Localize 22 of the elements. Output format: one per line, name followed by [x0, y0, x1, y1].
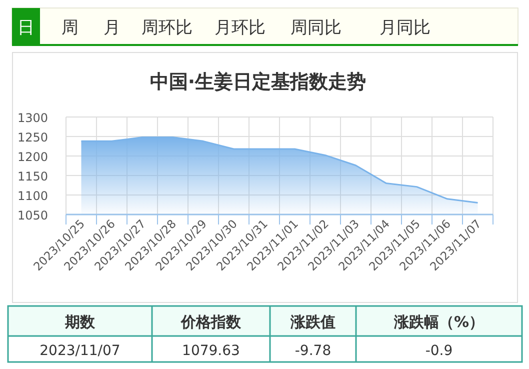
text: -0.9 [425, 343, 453, 359]
text: 涨跌值 [290, 313, 336, 331]
text: 1079.63 [182, 343, 240, 359]
text: -9.78 [294, 343, 332, 359]
y-tick-label: 1150 [17, 170, 48, 184]
y-tick-label: 1250 [17, 130, 48, 144]
text: 月环比 [214, 18, 266, 38]
text: 周 [62, 18, 78, 38]
text: 价格指数 [180, 313, 242, 331]
y-tick-label: 1050 [17, 208, 48, 222]
y-tick-label: 1200 [17, 150, 48, 164]
text: 涨跌幅（%） [392, 313, 484, 331]
text: 期数 [64, 313, 96, 331]
text: 月 [104, 18, 120, 38]
text: 月同比 [380, 18, 430, 38]
chart-title: 中国·生姜日定基指数走势 [150, 71, 366, 93]
text: 日 [18, 18, 34, 38]
y-tick-label: 1300 [17, 111, 48, 125]
text: 周同比 [290, 18, 342, 38]
text: 2023/11/07 [40, 343, 120, 359]
text: 周环比 [142, 18, 192, 38]
y-tick-label: 1100 [17, 189, 48, 203]
